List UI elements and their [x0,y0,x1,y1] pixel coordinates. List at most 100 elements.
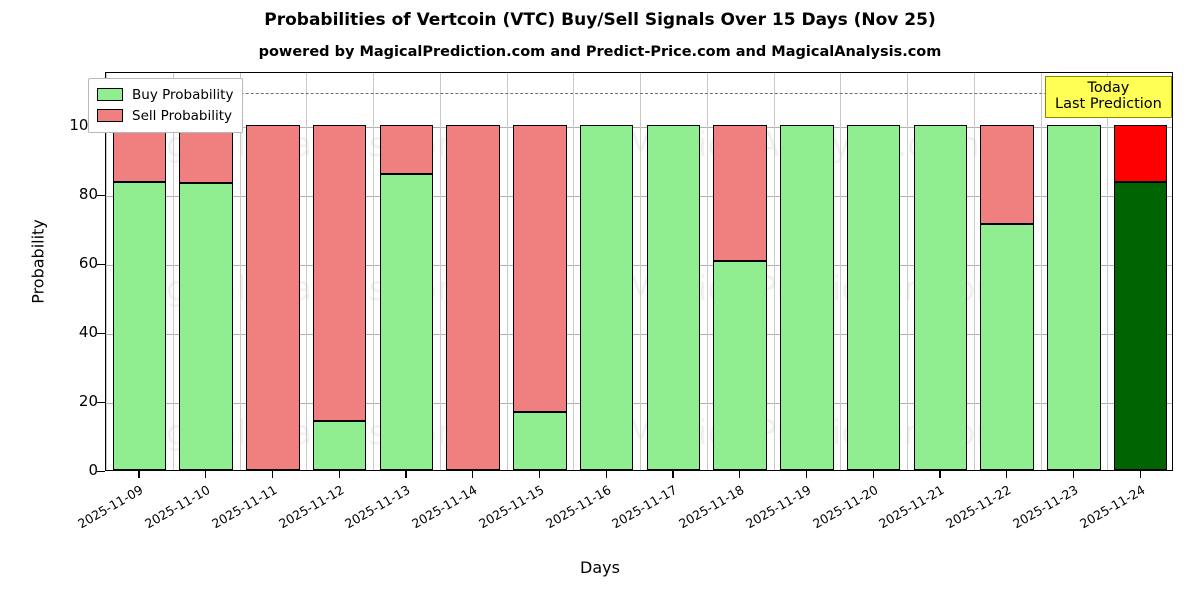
gridline-vertical [1041,73,1042,470]
bar-segment-buy[interactable] [379,174,434,470]
bar-segment-sell[interactable] [179,125,233,183]
bar-group[interactable] [980,73,1034,470]
bar-segment-sell[interactable] [312,125,367,421]
legend-item-buy[interactable]: Buy Probability [97,84,233,105]
x-axis-tick [205,471,207,478]
bar-group[interactable] [1047,73,1101,470]
chart-title: Probabilities of Vertcoin (VTC) Buy/Sell… [264,10,936,30]
bar-segment-buy[interactable] [980,223,1034,470]
x-axis-tick [872,471,874,478]
legend-swatch-sell [97,109,123,122]
x-axis-tick [405,471,407,478]
y-axis-tick-label: 80 [78,185,98,203]
bar-segment-buy[interactable] [579,125,634,470]
bar-segment-buy[interactable] [780,125,834,470]
bar-segment-buy[interactable] [913,125,968,470]
y-axis-tick [97,471,105,473]
x-axis-tick [338,471,340,478]
plot-area: MagicalAnalysis.comMagicalAnalysis.comMa… [105,72,1173,471]
bar-segment-buy[interactable] [513,412,567,470]
gridline-vertical [1107,73,1108,470]
legend-item-sell[interactable]: Sell Probability [97,105,233,126]
chart-legend: Buy Probability Sell Probability [88,78,244,133]
bar-segment-buy[interactable] [312,420,367,470]
gridline-vertical [306,73,307,470]
bar-segment-buy[interactable] [112,181,167,470]
today-last-prediction-annotation: Today Last Prediction [1045,76,1172,119]
legend-swatch-buy [97,88,123,101]
x-axis-tick [538,471,541,478]
y-axis-tick [97,195,105,197]
y-axis-tick [97,402,105,404]
bar-segment-buy[interactable] [713,260,767,470]
x-axis-tick [472,471,474,478]
bar-segment-sell[interactable] [513,125,567,413]
y-axis-tick-label: 60 [78,254,98,272]
y-axis-tick [97,333,105,335]
bar-group[interactable] [1113,73,1168,470]
bar-segment-buy[interactable] [179,182,233,470]
gridline-vertical [774,73,775,470]
gridline-horizontal [106,127,1172,128]
x-axis-tick [271,471,274,478]
y-axis-tick-label: 20 [78,392,98,410]
bar-group[interactable] [513,73,567,470]
bar-group[interactable] [179,73,233,470]
bar-segment-sell[interactable] [980,125,1034,224]
x-axis-tick [672,471,674,478]
gridline-vertical [840,73,841,470]
bar-group[interactable] [780,73,834,470]
bar-group[interactable] [713,73,767,470]
y-axis-tick-label: 0 [88,461,98,479]
reference-line [106,92,1172,94]
bar-segment-sell[interactable] [112,125,167,182]
gridline-vertical [974,73,975,470]
bar-segment-buy[interactable] [646,125,701,470]
chart-subtitle: powered by MagicalPrediction.com and Pre… [258,44,942,60]
gridline-horizontal [106,196,1172,197]
gridline-vertical [240,73,241,470]
bar-group[interactable] [646,73,701,470]
bar-group[interactable] [246,73,300,470]
x-axis-tick [1139,471,1141,478]
bar-group[interactable] [446,73,500,470]
gridline-vertical [106,73,107,470]
x-axis-tick [739,471,741,478]
gridline-vertical [440,73,441,470]
bar-group[interactable] [579,73,634,470]
gridline-vertical [573,73,574,470]
y-axis-tick-label: 40 [78,323,98,341]
last-prediction-label: Last Prediction [1055,96,1162,113]
gridline-vertical [173,73,174,470]
bar-group[interactable] [312,73,367,470]
bar-group[interactable] [913,73,968,470]
plot-inner: MagicalAnalysis.comMagicalAnalysis.comMa… [106,73,1172,470]
y-axis-title: Probability [28,219,48,304]
bar-group[interactable] [846,73,901,470]
bar-segment-buy[interactable] [1047,125,1101,470]
gridline-vertical [640,73,641,470]
bar-group[interactable] [112,73,167,470]
gridline-horizontal [106,334,1172,335]
bar-segment-sell[interactable] [446,125,500,470]
x-axis-title: Days [580,558,620,577]
gridline-vertical [507,73,508,470]
x-axis-tick [605,471,607,478]
x-axis-tick [138,471,140,478]
x-axis-tick [1006,471,1008,478]
bar-segment-sell[interactable] [1113,125,1168,182]
bar-segment-sell[interactable] [246,125,300,470]
bar-segment-sell[interactable] [713,125,767,261]
gridline-vertical [373,73,374,470]
bar-segment-sell[interactable] [379,125,434,175]
legend-label-sell: Sell Probability [132,107,233,124]
x-axis-tick [1072,471,1075,478]
bar-segment-buy[interactable] [1113,181,1168,470]
y-axis-tick [97,264,105,266]
bar-segment-buy[interactable] [846,125,901,470]
gridline-horizontal [106,265,1172,266]
x-axis-tick [939,471,941,478]
bar-group[interactable] [379,73,434,470]
gridline-horizontal [106,403,1172,404]
gridline-vertical [707,73,708,470]
